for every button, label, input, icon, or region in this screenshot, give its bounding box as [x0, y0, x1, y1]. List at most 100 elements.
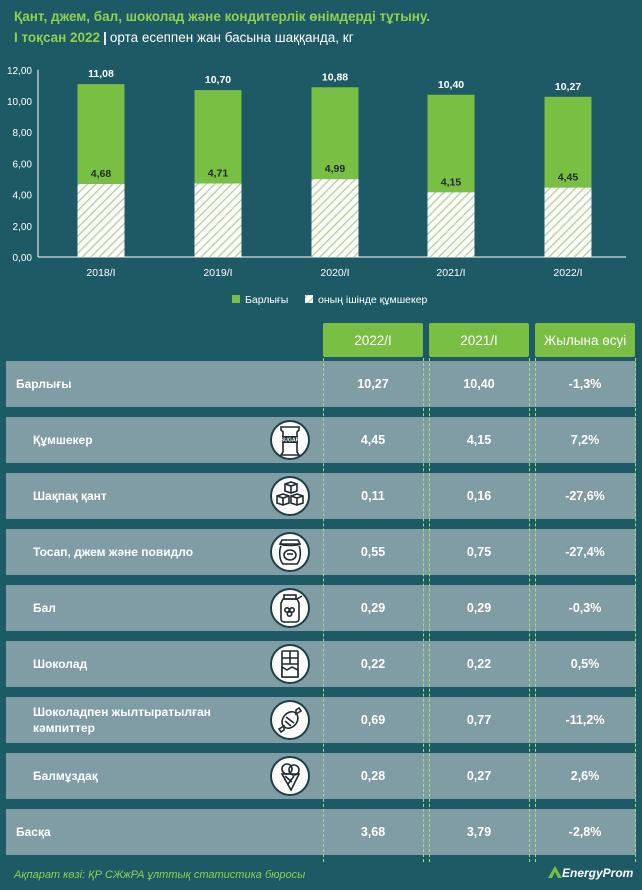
table-row: Шоколадпен жылтыратылған кәмпиттер 0,69 0,… — [6, 697, 636, 743]
table-row: Балмұздақ 0,28 0,27 2,6% — [6, 753, 636, 799]
bar-total — [427, 94, 475, 193]
row-label: Шоколад — [33, 657, 88, 671]
value-growth: 0,5% — [570, 657, 600, 671]
value-2022: 0,11 — [361, 489, 385, 503]
row-label: Тосап, джем және повидло — [33, 545, 194, 559]
source-note: Ақпарат көзі: ҚР СЖжРА ұлттық статистика… — [14, 869, 306, 881]
value-growth: -0,3% — [568, 601, 602, 615]
bar-total — [194, 90, 242, 184]
bar-sugar — [194, 183, 242, 257]
table-row: Бал 0,29 0,29 -0,3% — [6, 585, 636, 631]
value-2022: 0,28 — [360, 769, 386, 783]
value-2021: 0,75 — [466, 545, 492, 559]
value-growth: -2,8% — [568, 825, 602, 839]
value-2021: 0,77 — [466, 713, 492, 727]
ice-cream-icon — [270, 756, 310, 796]
value-2022: 0,29 — [360, 601, 386, 615]
value-2021: 0,27 — [466, 769, 492, 783]
bar-sugar — [427, 192, 475, 257]
row-label: Құмшекер — [33, 433, 93, 447]
value-growth: -27,6% — [565, 489, 605, 503]
y-tick-label: 12,00 — [7, 66, 32, 77]
y-tick-label: 6,00 — [13, 159, 33, 170]
data-label-total: 10,40 — [438, 79, 464, 91]
table-row: Барлығы 10,27 10,40 -1,3% — [6, 361, 636, 407]
data-label-total: 10,88 — [322, 71, 348, 83]
bar-chart: 0,00 2,00 4,00 6,00 8,00 10,00 12,00 11,08 4,68 2… — [7, 66, 626, 306]
value-2022: 10,27 — [357, 377, 389, 391]
candy-icon — [270, 700, 310, 740]
value-2022: 0,55 — [360, 545, 386, 559]
value-2021: 3,79 — [466, 825, 492, 839]
data-label-sugar: 4,15 — [441, 176, 462, 188]
value-2021: 0,22 — [466, 657, 492, 671]
bar-total — [544, 96, 592, 188]
table-row: Шақпақ қант 0,11 0,16 -27,6% — [6, 473, 636, 519]
x-tick-label: 2018/I — [86, 267, 115, 279]
title-separator: | — [103, 30, 107, 45]
header: Қант, джем, бал, шоколад және кондитерлі… — [14, 8, 634, 47]
table-row: Құмшекер SUGAR 4,45 4,15 7,2% — [6, 417, 636, 463]
bar-total — [311, 87, 359, 180]
jam-jar-icon — [270, 532, 310, 572]
table-row: Басқа 3,68 3,79 -2,8% — [6, 809, 636, 855]
energyprom-logo: EnergyProm — [548, 866, 633, 880]
row-label: Басқа — [16, 825, 51, 839]
data-label-sugar: 4,99 — [325, 163, 346, 175]
column-header-2021: 2021/I — [429, 323, 529, 357]
y-tick-label: 8,00 — [13, 128, 33, 139]
legend-swatch-total — [232, 295, 240, 303]
bar-sugar — [311, 179, 359, 257]
sugar-bag-icon: SUGAR — [270, 420, 310, 460]
y-tick-label: 2,00 — [13, 222, 33, 233]
bar-total — [77, 84, 125, 184]
column-header-growth: Жылына өсуі — [535, 323, 635, 357]
data-label-sugar: 4,45 — [558, 172, 579, 184]
row-label: Бал — [33, 601, 56, 615]
value-2021: 10,40 — [463, 377, 495, 391]
legend-label-total: Барлығы — [245, 294, 288, 306]
value-2021: 0,29 — [466, 601, 492, 615]
data-label-sugar: 4,71 — [208, 168, 229, 180]
data-label-sugar: 4,68 — [91, 168, 112, 180]
x-tick-label: 2020/I — [320, 267, 349, 279]
period-label: I тоқсан 2022 — [14, 30, 101, 45]
data-label-total: 10,70 — [205, 74, 231, 86]
row-label: Шоколадпен жылтыратылған кәмпиттер — [33, 705, 211, 735]
row-label: Шақпақ қант — [33, 489, 107, 503]
value-growth: 2,6% — [570, 769, 600, 783]
chart-subtitle: I тоқсан 2022 | орта есеппен жан басына ша… — [14, 29, 634, 47]
unit-label: орта есеппен жан басына шаққанда, кг — [109, 30, 354, 45]
table-row: Шоколад 0,22 0,22 0,5% — [6, 641, 636, 687]
y-tick-label: 0,00 — [13, 253, 33, 264]
row-label: Барлығы — [16, 377, 72, 391]
value-2021: 4,15 — [466, 433, 492, 447]
x-tick-label: 2021/I — [436, 267, 465, 279]
x-tick-label: 2022/I — [553, 267, 582, 279]
chocolate-bar-icon — [270, 644, 310, 684]
value-growth: -1,3% — [568, 377, 602, 391]
value-2022: 4,45 — [360, 433, 386, 447]
chart-title: Қант, джем, бал, шоколад және кондитерлі… — [14, 9, 430, 24]
legend-swatch-sugar — [305, 295, 313, 303]
value-growth: 7,2% — [570, 433, 600, 447]
logo-mark-icon — [548, 866, 562, 878]
value-2022: 0,69 — [360, 713, 386, 727]
data-label-total: 10,27 — [555, 81, 581, 93]
x-tick-label: 2019/I — [203, 267, 232, 279]
row-label: Балмұздақ — [33, 769, 98, 783]
y-tick-label: 4,00 — [13, 191, 33, 202]
honey-jar-icon — [270, 588, 310, 628]
y-tick-label: 10,00 — [7, 97, 32, 108]
data-label-total: 11,08 — [88, 68, 114, 80]
logo-text: EnergyProm — [562, 866, 634, 880]
sugar-cubes-icon — [270, 476, 310, 516]
value-2022: 0,22 — [360, 657, 386, 671]
bar-sugar — [77, 183, 125, 257]
legend-label-sugar: оның ішінде құмшекер — [318, 294, 428, 306]
value-2022: 3,68 — [360, 825, 386, 839]
column-header-2022: 2022/I — [323, 323, 423, 357]
bar-sugar — [544, 187, 592, 257]
value-growth: -11,2% — [565, 713, 605, 727]
value-growth: -27,4% — [565, 545, 605, 559]
